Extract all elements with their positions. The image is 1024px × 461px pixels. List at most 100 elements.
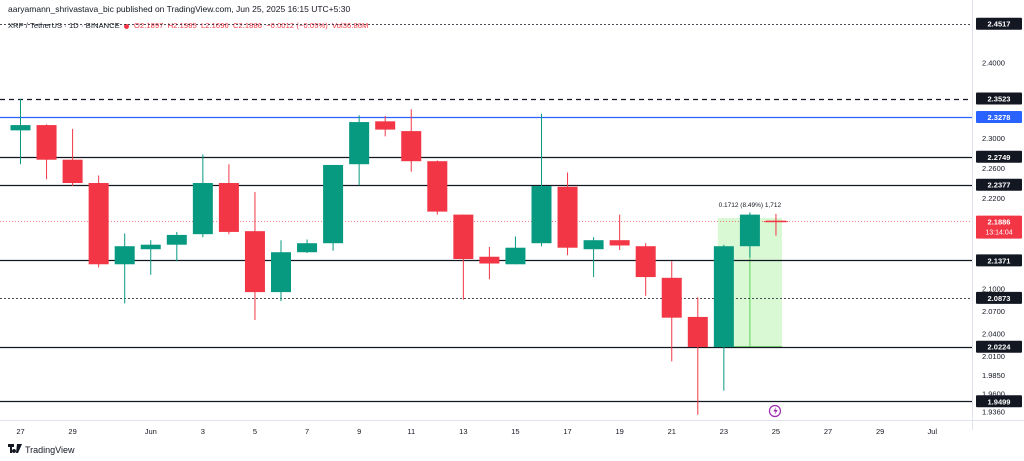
price-level-label-box bbox=[976, 395, 1022, 408]
candle bbox=[531, 113, 552, 247]
price-level-label-box bbox=[976, 178, 1022, 191]
current-price-label: 2.1886 bbox=[988, 218, 1011, 227]
candle-body bbox=[36, 125, 57, 160]
price-tick-label: 2.2200 bbox=[982, 194, 1005, 203]
symbol-label[interactable]: XRP / TetherUS · 1D · BINANCE bbox=[8, 21, 120, 30]
legend-close: C2.1886 bbox=[232, 21, 262, 30]
price-level-label: 2.2377 bbox=[988, 181, 1011, 190]
countdown-label: 13:14:04 bbox=[985, 230, 1012, 237]
price-level-label: 2.2749 bbox=[988, 153, 1011, 162]
legend-low: L2.1696 bbox=[200, 21, 229, 30]
price-level-label: 2.0224 bbox=[988, 343, 1012, 352]
date-tick-label: 25 bbox=[772, 427, 780, 436]
date-tick-label: Jul bbox=[927, 427, 937, 436]
date-tick-label: Jun bbox=[145, 427, 157, 436]
price-tick-label: 1.9850 bbox=[982, 371, 1005, 380]
candle-body bbox=[218, 183, 239, 232]
candle-body bbox=[10, 125, 31, 131]
candle-body bbox=[375, 121, 396, 130]
date-tick-label: 21 bbox=[668, 427, 676, 436]
date-tick-label: 11 bbox=[407, 427, 415, 436]
price-tick-label: 1.9360 bbox=[982, 408, 1005, 417]
candle-body bbox=[687, 316, 708, 348]
date-tick-label: 29 bbox=[68, 427, 76, 436]
candle bbox=[453, 214, 474, 300]
legend-high: H2.1985 bbox=[167, 21, 197, 30]
tradingview-mark-icon bbox=[8, 444, 22, 455]
price-tick-label: 1.9600 bbox=[982, 390, 1005, 399]
candle-body bbox=[661, 277, 682, 318]
date-tick-label: 3 bbox=[201, 427, 205, 436]
candle bbox=[583, 237, 604, 278]
date-tick-label: 17 bbox=[563, 427, 571, 436]
candle bbox=[192, 154, 213, 238]
price-level-label: 2.3278 bbox=[988, 113, 1011, 122]
candle-body bbox=[401, 131, 422, 162]
candle bbox=[166, 231, 187, 262]
date-tick-label: 7 bbox=[305, 427, 309, 436]
candle bbox=[244, 192, 265, 320]
candle-body bbox=[271, 252, 291, 293]
current-price-box bbox=[976, 215, 1022, 239]
candle bbox=[375, 116, 396, 137]
candle-body bbox=[297, 243, 318, 253]
date-tick-label: 23 bbox=[720, 427, 728, 436]
price-level-label-box bbox=[976, 17, 1022, 30]
price-level-label-box bbox=[976, 150, 1022, 163]
candle-body bbox=[192, 183, 213, 235]
publisher-line: aaryamann_shrivastava_bic published on T… bbox=[8, 4, 351, 14]
date-tick-label: 27 bbox=[16, 427, 24, 436]
candle-body bbox=[713, 246, 734, 348]
candle-body bbox=[114, 246, 135, 265]
price-tick-label: 2.1000 bbox=[982, 284, 1005, 293]
date-tick-label: 13 bbox=[459, 427, 467, 436]
date-tick-label: 29 bbox=[876, 427, 884, 436]
price-level-label: 2.1371 bbox=[988, 256, 1011, 265]
tradingview-logo[interactable]: TradingView bbox=[8, 444, 75, 455]
candle bbox=[62, 128, 83, 187]
price-tick-label: 2.0100 bbox=[982, 352, 1005, 361]
candle bbox=[140, 240, 161, 275]
candle-body bbox=[453, 214, 474, 260]
price-level-label: 2.0873 bbox=[988, 294, 1011, 303]
lightning-icon bbox=[773, 407, 778, 415]
candle-body bbox=[62, 159, 83, 184]
price-tick-label: 2.4000 bbox=[982, 59, 1005, 68]
price-level-label-box bbox=[976, 110, 1022, 123]
candle bbox=[609, 214, 630, 250]
candle bbox=[739, 212, 760, 258]
price-level-label-box bbox=[976, 92, 1022, 105]
price-level-label-box bbox=[976, 254, 1022, 267]
legend-open: O2.1897 bbox=[134, 21, 164, 30]
candle-body bbox=[531, 186, 552, 244]
candle-body bbox=[739, 214, 760, 247]
date-tick-label: 27 bbox=[824, 427, 832, 436]
candle-body bbox=[479, 256, 500, 264]
candle-body bbox=[505, 247, 526, 265]
candle-body bbox=[166, 234, 187, 245]
candle-body bbox=[427, 161, 448, 212]
candle bbox=[427, 160, 448, 215]
candle-body bbox=[140, 244, 161, 250]
candle-body bbox=[323, 164, 344, 244]
candle-body bbox=[88, 183, 109, 265]
date-tick-label: 9 bbox=[357, 427, 361, 436]
price-level-label: 1.9499 bbox=[988, 397, 1011, 406]
date-tick-label: 15 bbox=[511, 427, 519, 436]
candle-body bbox=[635, 246, 656, 278]
price-tick-label: 2.0700 bbox=[982, 307, 1005, 316]
price-level-label-box bbox=[976, 340, 1022, 353]
candle-body bbox=[609, 240, 630, 246]
legend-change: −0.0012 (−0.05%) bbox=[266, 21, 328, 30]
price-level-label: 2.4517 bbox=[988, 20, 1011, 29]
candle bbox=[297, 239, 318, 253]
candle-body bbox=[583, 240, 604, 250]
candle bbox=[505, 236, 526, 265]
candle bbox=[271, 240, 291, 302]
candle bbox=[635, 243, 656, 296]
candle bbox=[479, 246, 500, 280]
candle bbox=[661, 261, 682, 362]
symbol-legend: XRP / TetherUS · 1D · BINANCE O2.1897 H2… bbox=[8, 21, 370, 30]
candle-body bbox=[244, 231, 265, 293]
